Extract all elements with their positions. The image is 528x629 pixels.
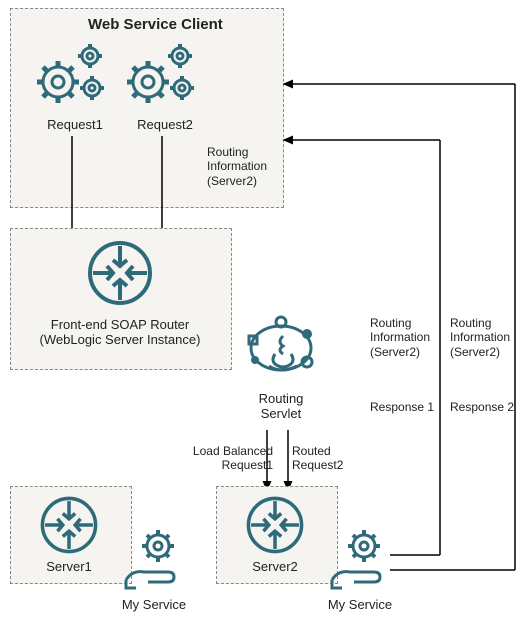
right1-top: Routing Information (Server2) <box>370 316 446 359</box>
myservice2-label: My Service <box>320 598 400 613</box>
load-balanced-label: Load Balanced Request1 <box>183 444 273 473</box>
server2-label: Server2 <box>240 560 310 575</box>
gear-icon <box>122 38 202 112</box>
right2-bottom: Response 2 <box>450 400 514 414</box>
request1-label: Request1 <box>40 118 110 133</box>
crosshair-icon <box>38 494 100 556</box>
service-icon <box>118 524 186 592</box>
right1-bottom: Response 1 <box>370 400 434 414</box>
service-icon <box>324 524 392 592</box>
routing-servlet-label: Routing Servlet <box>248 392 314 422</box>
soap-router-label: Front-end SOAP Router (WebLogic Server I… <box>18 318 222 348</box>
crosshair-icon <box>85 238 155 308</box>
request2-label: Request2 <box>130 118 200 133</box>
myservice1-label: My Service <box>114 598 194 613</box>
right2-top: Routing Information (Server2) <box>450 316 526 359</box>
routing-info-top-label: Routing Information (Server2) <box>207 145 285 188</box>
diagram-canvas: Web Service Client <box>0 0 528 629</box>
server1-label: Server1 <box>34 560 104 575</box>
gear-icon <box>32 38 112 112</box>
routing-servlet-icon <box>243 310 319 386</box>
client-title: Web Service Client <box>88 16 223 33</box>
crosshair-icon <box>244 494 306 556</box>
routed-label: Routed Request2 <box>292 444 362 473</box>
